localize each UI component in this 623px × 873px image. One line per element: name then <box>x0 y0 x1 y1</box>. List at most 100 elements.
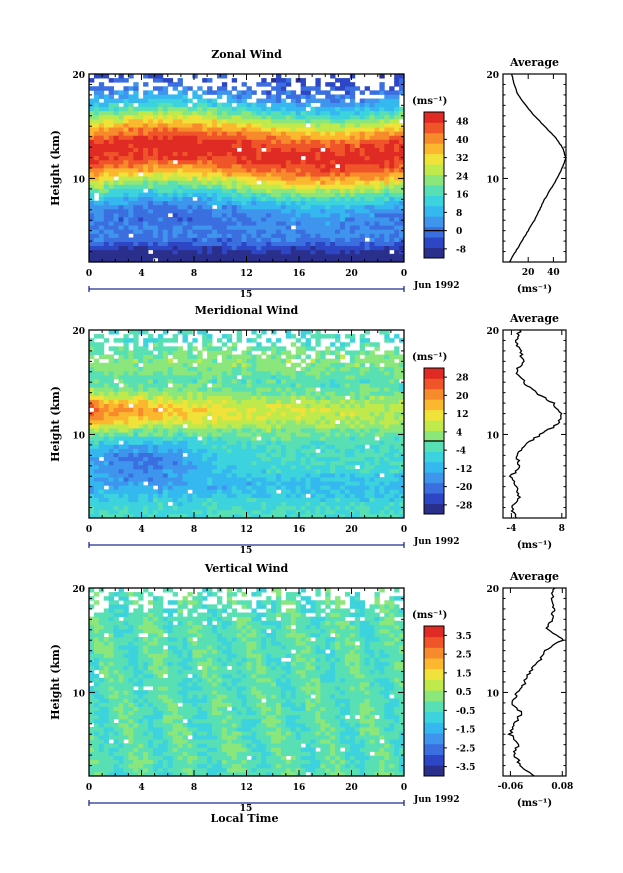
heatmap-cell <box>369 135 375 140</box>
heatmap-cell <box>231 477 238 482</box>
heatmap-cell <box>108 192 115 198</box>
heatmap-cell <box>128 460 134 466</box>
heatmap-cell <box>295 127 302 132</box>
heatmap-cell <box>305 464 311 470</box>
heatmap-cell <box>266 383 272 388</box>
heatmap-cell <box>133 334 139 339</box>
heatmap-cell <box>389 253 395 259</box>
heatmap-cell <box>152 135 159 140</box>
heatmap-cell <box>330 489 336 494</box>
heatmap-cell <box>162 229 169 234</box>
heatmap-cell <box>93 485 100 490</box>
heatmap-cell <box>133 217 139 222</box>
heatmap-cell <box>379 90 385 95</box>
heatmap-cell <box>93 436 100 441</box>
heatmap-cell <box>290 481 297 486</box>
heatmap-cell <box>187 342 193 347</box>
heatmap-cell <box>285 383 292 388</box>
heatmap-cell <box>266 192 272 198</box>
heatmap-cell <box>118 362 124 368</box>
heatmap-cell <box>394 147 400 153</box>
heatmap-cell <box>216 139 223 144</box>
heatmap-cell <box>197 468 203 474</box>
heatmap-cell <box>305 155 311 161</box>
heatmap-cell <box>290 456 297 462</box>
heatmap-cell <box>167 411 174 417</box>
heatmap-cell <box>221 358 228 364</box>
heatmap-cell <box>325 432 331 437</box>
heatmap-cell <box>344 159 351 165</box>
heatmap-cell <box>295 135 302 140</box>
heatmap-cell <box>152 106 159 112</box>
heatmap-cell <box>143 338 149 343</box>
heatmap-cell <box>226 477 233 482</box>
heatmap-cell <box>187 225 193 230</box>
heatmap-cell <box>295 387 302 392</box>
heatmap-cell <box>246 407 252 413</box>
heatmap-cell <box>236 354 242 360</box>
heatmap-cell <box>216 493 223 498</box>
heatmap-cell <box>300 419 306 425</box>
heatmap-cell <box>285 102 292 108</box>
heatmap-cell <box>315 163 321 169</box>
heatmap-cell <box>162 497 169 503</box>
heatmap-cell <box>182 387 188 392</box>
heatmap-cell <box>384 168 390 173</box>
heatmap-cell <box>152 204 159 210</box>
heatmap-cell <box>108 407 115 413</box>
colorbar-bin <box>424 247 444 259</box>
heatmap-cell <box>207 151 213 157</box>
day-label: 15 <box>240 290 253 300</box>
heatmap-cell <box>246 184 252 189</box>
heatmap-cell <box>167 452 174 458</box>
heatmap-cell <box>369 98 375 104</box>
heatmap-cell <box>98 374 105 380</box>
heatmap-cell <box>93 127 100 132</box>
heatmap-cell <box>148 513 154 519</box>
heatmap-cell <box>330 249 336 255</box>
heatmap-cell <box>177 184 183 189</box>
heatmap-cell <box>93 464 100 470</box>
heatmap-cell <box>354 233 361 238</box>
heatmap-cell <box>290 489 297 494</box>
heatmap-cell <box>290 415 297 421</box>
heatmap-cell <box>138 233 144 238</box>
heatmap-cell <box>285 432 292 437</box>
heatmap-cell <box>325 233 331 238</box>
heatmap-cell <box>157 424 164 429</box>
heatmap-cell <box>226 460 233 466</box>
heatmap-cell <box>89 253 95 259</box>
heatmap-cell <box>108 212 115 218</box>
heatmap-cell <box>330 86 336 91</box>
heatmap-cell <box>89 204 95 210</box>
heatmap-cell <box>93 257 100 263</box>
heatmap-cell <box>280 221 287 226</box>
heatmap-cell <box>241 436 247 441</box>
heatmap-cell <box>231 501 238 507</box>
heatmap-cell <box>276 147 282 153</box>
heatmap-cell <box>335 102 341 108</box>
heatmap-cell <box>172 366 178 372</box>
heatmap-cell <box>340 155 346 161</box>
heatmap-cell <box>241 366 247 372</box>
heatmap-cell <box>266 221 272 226</box>
heatmap-cell <box>89 127 95 132</box>
heatmap-cell <box>236 403 242 409</box>
heatmap-cell <box>276 338 282 343</box>
heatmap-cell <box>221 200 228 206</box>
heatmap-cell <box>325 468 331 474</box>
heatmap-cell <box>256 440 262 445</box>
heatmap-cell <box>320 419 326 425</box>
heatmap-cell <box>261 221 267 226</box>
heatmap-cell <box>300 241 306 247</box>
heatmap-cell <box>182 110 188 116</box>
heatmap-cell <box>280 143 287 148</box>
heatmap-cell <box>300 432 306 437</box>
heatmap-cell <box>251 419 257 425</box>
heatmap-cell <box>89 192 95 198</box>
heatmap-cell <box>202 237 208 242</box>
heatmap-cell <box>152 196 159 202</box>
heatmap-cell <box>98 249 105 255</box>
heatmap-cell <box>305 188 311 193</box>
heatmap-cell <box>389 155 395 161</box>
